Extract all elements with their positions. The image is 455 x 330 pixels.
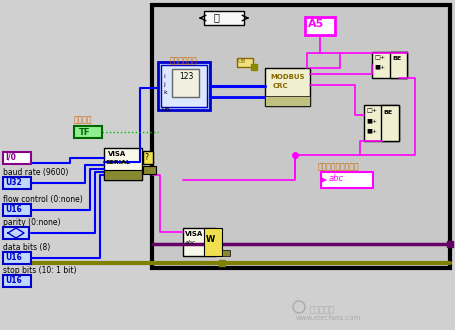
Bar: [172, 69, 198, 97]
Text: j: j: [162, 82, 164, 87]
Text: SERIAL: SERIAL: [106, 160, 131, 165]
Bar: [237, 58, 253, 67]
Text: 发送指令: 发送指令: [74, 115, 92, 124]
Text: flow control (0:none): flow control (0:none): [3, 195, 82, 204]
Bar: [203, 11, 243, 25]
Bar: [264, 68, 309, 106]
Bar: [222, 250, 229, 256]
Text: U16: U16: [5, 205, 22, 214]
Text: www.elecfans.com: www.elecfans.com: [295, 315, 360, 321]
Bar: [157, 10, 444, 263]
Text: ■+: ■+: [373, 64, 384, 69]
Text: data bits (8): data bits (8): [3, 243, 50, 252]
Text: 电子发烧友: 电子发烧友: [309, 305, 334, 314]
Bar: [389, 52, 406, 78]
Bar: [3, 227, 29, 239]
Text: stop bits (10: 1 bit): stop bits (10: 1 bit): [3, 266, 76, 275]
Text: ?: ?: [144, 153, 148, 162]
Bar: [143, 151, 153, 164]
Bar: [3, 204, 31, 216]
Text: UB: UB: [162, 107, 170, 112]
Text: i: i: [162, 74, 164, 79]
Bar: [143, 166, 156, 174]
Bar: [3, 252, 31, 264]
Text: U16: U16: [5, 253, 22, 262]
Text: 发送指令字符串显示: 发送指令字符串显示: [317, 162, 359, 171]
Bar: [152, 5, 449, 268]
Bar: [104, 170, 142, 180]
Text: W: W: [206, 235, 215, 244]
Text: 发送指令信息: 发送指令信息: [170, 56, 197, 65]
Text: ■+: ■+: [365, 128, 376, 133]
Bar: [203, 228, 222, 256]
Text: A5: A5: [307, 19, 324, 29]
Text: VISA: VISA: [185, 231, 203, 237]
Text: U16: U16: [5, 276, 22, 285]
Bar: [3, 275, 31, 287]
Text: □+: □+: [365, 108, 376, 113]
Text: 真: 真: [213, 12, 219, 22]
Text: abc: abc: [328, 174, 344, 183]
Bar: [264, 96, 309, 106]
Text: CRC: CRC: [273, 83, 288, 89]
Bar: [182, 228, 214, 256]
Bar: [3, 152, 31, 164]
Text: BE: BE: [382, 110, 391, 115]
Text: ■+: ■+: [365, 118, 376, 123]
Bar: [320, 172, 372, 188]
Bar: [157, 62, 210, 110]
Bar: [104, 148, 142, 180]
Text: BE: BE: [391, 56, 400, 61]
Bar: [304, 17, 334, 35]
Text: I/0: I/0: [5, 153, 16, 162]
Text: abc: abc: [185, 240, 196, 245]
Bar: [74, 126, 102, 138]
Text: MODBUS: MODBUS: [269, 74, 304, 80]
Bar: [371, 52, 406, 78]
Bar: [161, 65, 207, 107]
Text: parity (0:none): parity (0:none): [3, 218, 61, 227]
Polygon shape: [320, 177, 326, 183]
Text: k: k: [162, 90, 167, 95]
Bar: [3, 177, 31, 189]
Text: U8: U8: [238, 59, 246, 64]
Text: 123: 123: [179, 72, 193, 81]
Bar: [380, 105, 398, 141]
Text: baud rate (9600): baud rate (9600): [3, 168, 68, 177]
Bar: [363, 105, 398, 141]
Text: TF: TF: [79, 128, 90, 137]
Text: □+: □+: [373, 55, 384, 60]
Text: VISA: VISA: [108, 151, 126, 157]
Text: U32: U32: [5, 178, 22, 187]
